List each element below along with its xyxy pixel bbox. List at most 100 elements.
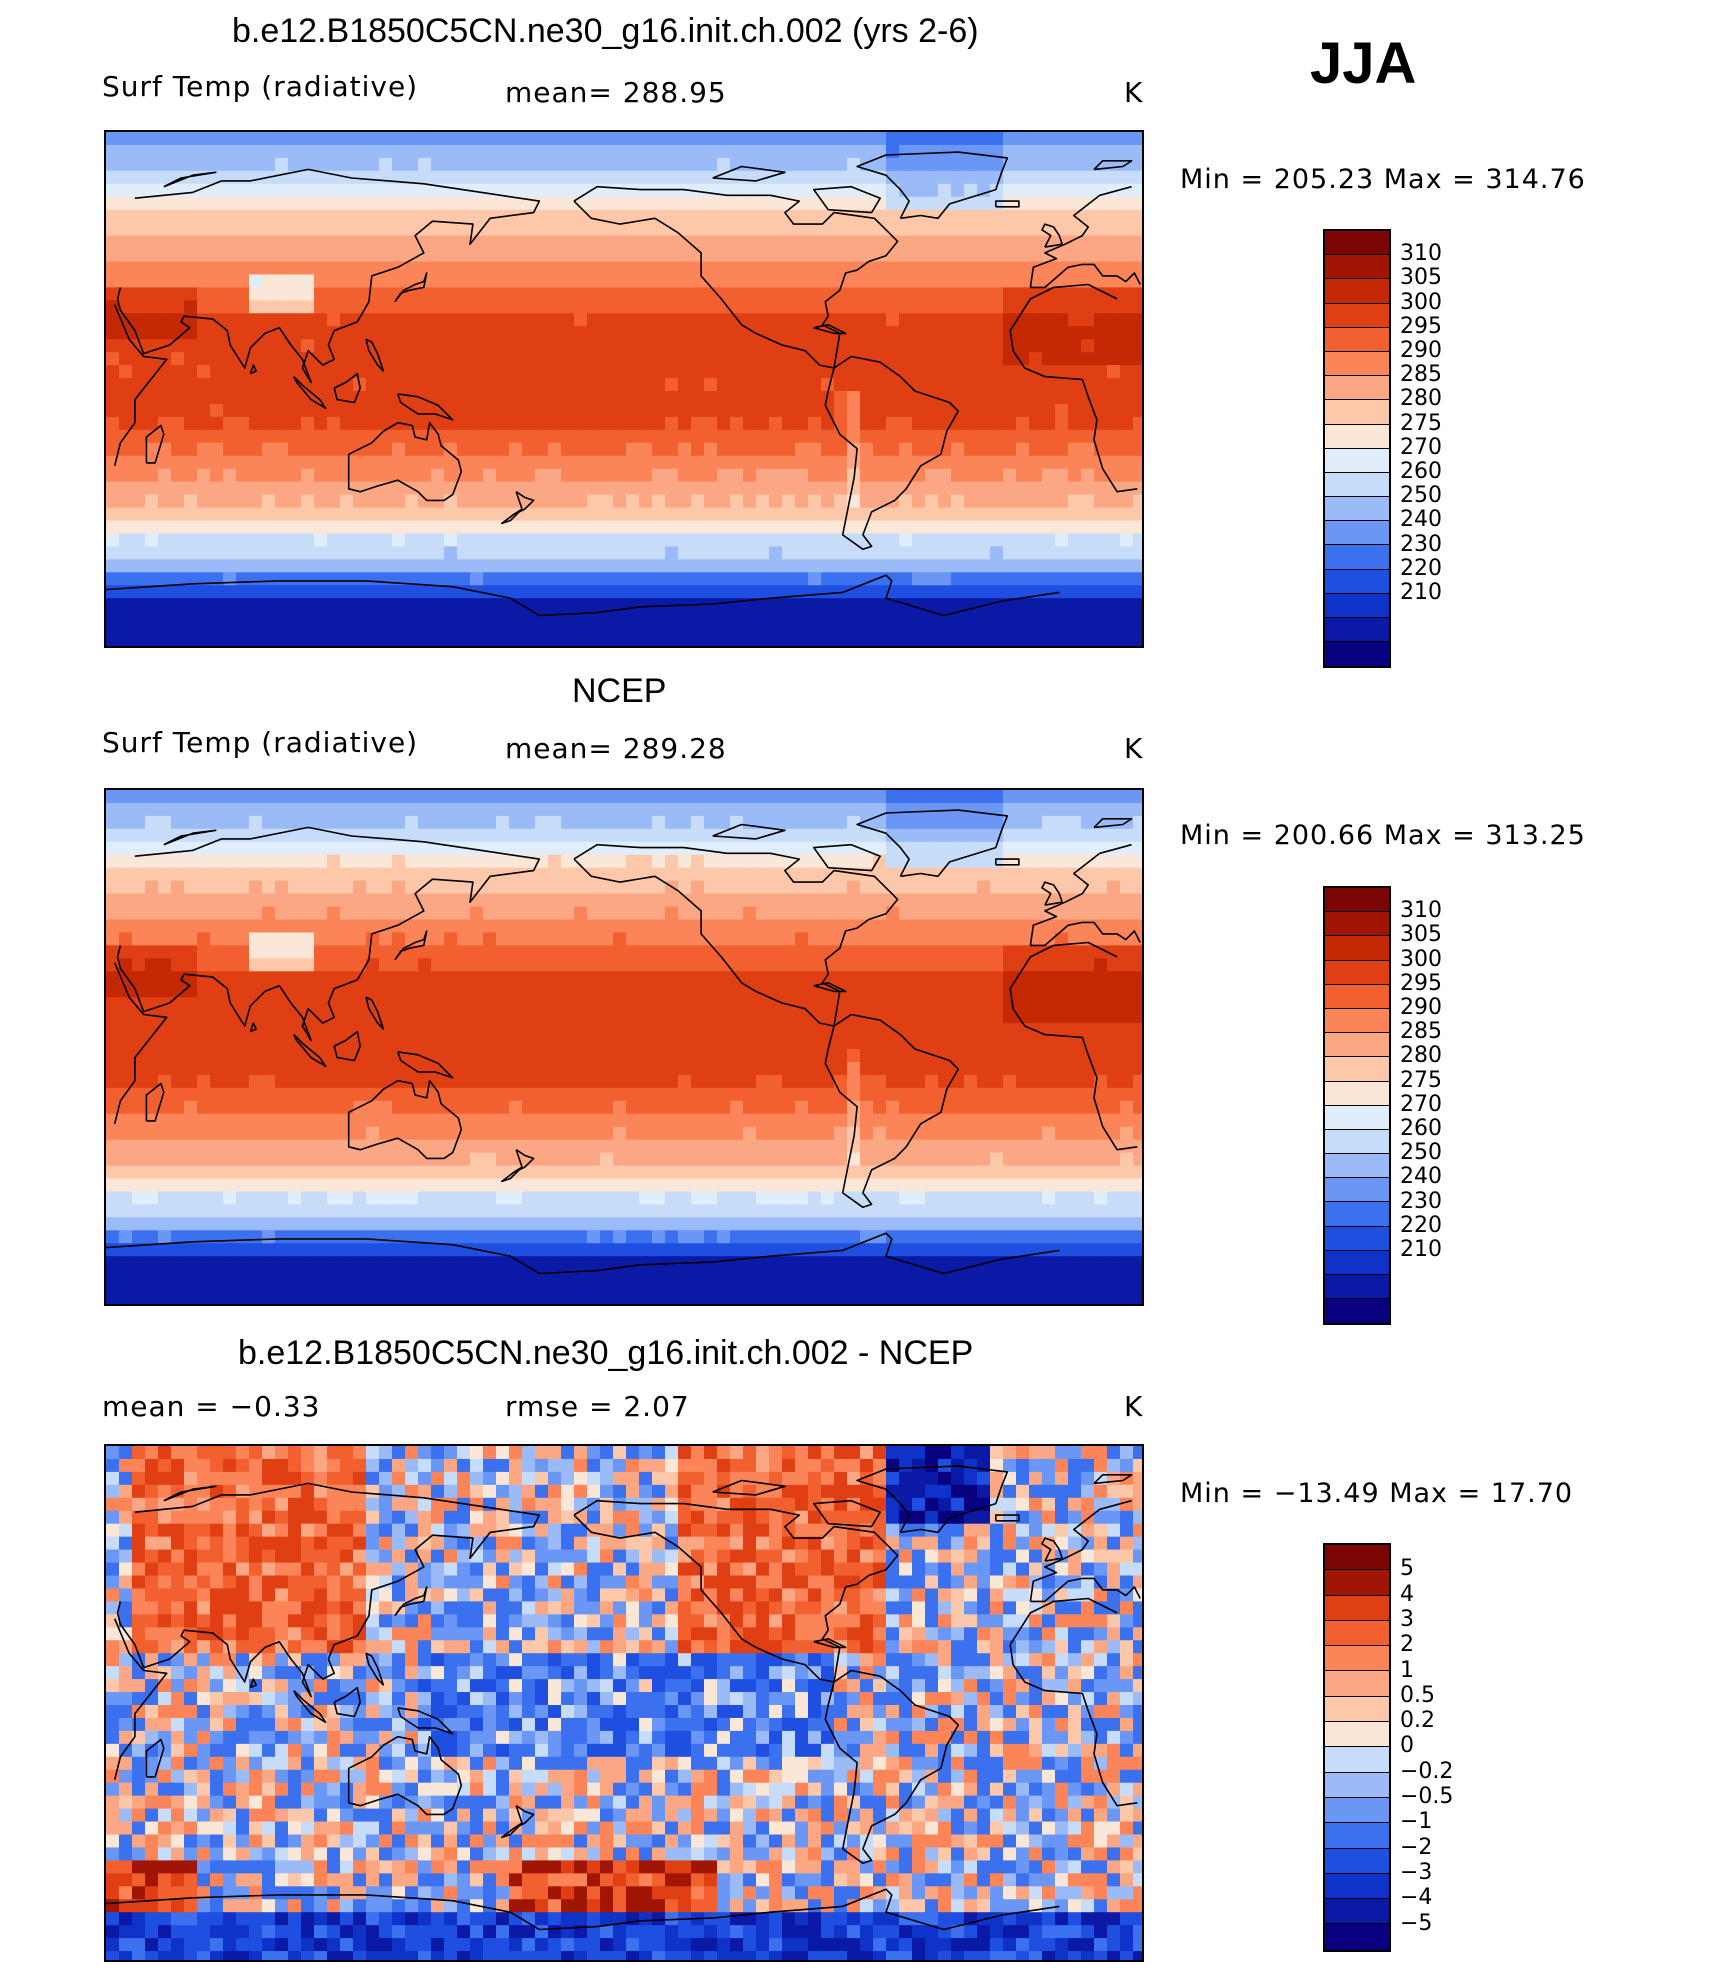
field-cell xyxy=(808,365,822,379)
field-cell xyxy=(366,906,380,921)
field-cell xyxy=(106,416,120,431)
field-cell xyxy=(444,378,458,392)
field-cell xyxy=(262,132,276,146)
field-cell xyxy=(418,546,432,560)
field-cell xyxy=(821,300,835,314)
field-cell xyxy=(834,378,848,392)
field-cell xyxy=(717,144,731,159)
field-cell xyxy=(847,209,861,224)
field-cell xyxy=(314,945,328,959)
field-cell xyxy=(639,222,653,237)
field-cell xyxy=(951,339,965,353)
field-cell xyxy=(444,572,458,586)
field-cell xyxy=(379,391,393,405)
field-cell xyxy=(327,455,341,470)
field-cell xyxy=(509,572,523,586)
field-cell xyxy=(522,365,536,379)
field-cell xyxy=(938,1010,952,1024)
field-cell xyxy=(340,416,354,431)
field-cell xyxy=(626,468,640,483)
field-cell xyxy=(951,572,965,586)
field-cell xyxy=(431,222,445,237)
field-cell xyxy=(483,520,497,535)
field-cell xyxy=(769,1023,783,1037)
field-cell xyxy=(821,222,835,237)
field-cell xyxy=(470,455,484,470)
field-cell xyxy=(132,170,146,185)
field-cell xyxy=(1055,183,1069,198)
field-cell xyxy=(314,520,328,535)
field-cell xyxy=(561,624,575,638)
field-cell xyxy=(873,429,887,444)
field-cell xyxy=(1068,1036,1082,1050)
field-cell xyxy=(678,828,692,843)
field-cell xyxy=(951,183,965,198)
field-cell xyxy=(938,790,952,804)
field-cell xyxy=(496,893,510,908)
field-cell xyxy=(782,429,796,444)
field-cell xyxy=(1042,828,1056,843)
field-cell xyxy=(535,429,549,444)
field-cell xyxy=(1133,585,1142,599)
field-cell xyxy=(899,945,913,959)
field-cell xyxy=(626,378,640,392)
field-cell xyxy=(964,507,978,522)
field-cell xyxy=(1042,339,1056,353)
field-cell xyxy=(912,546,926,560)
field-cell xyxy=(587,841,601,856)
field-cell xyxy=(730,132,744,146)
field-cell xyxy=(652,1023,666,1037)
field-cell xyxy=(535,637,549,646)
field-cell xyxy=(743,365,757,379)
field-cell xyxy=(405,828,419,843)
field-cell xyxy=(665,637,679,646)
field-cell xyxy=(470,507,484,522)
field-cell xyxy=(990,287,1004,301)
field-cell xyxy=(1068,326,1082,340)
field-cell xyxy=(1081,313,1095,327)
field-cell xyxy=(678,958,692,972)
field-cell xyxy=(899,1023,913,1037)
field-cell xyxy=(665,416,679,431)
field-cell xyxy=(444,300,458,314)
field-cell xyxy=(613,815,627,830)
field-cell xyxy=(717,520,731,535)
field-cell xyxy=(262,326,276,340)
field-cell xyxy=(808,520,822,535)
field-cell xyxy=(418,790,432,804)
field-cell xyxy=(1016,585,1030,599)
field-cell xyxy=(236,958,250,972)
field-cell xyxy=(1016,144,1030,159)
field-cell xyxy=(704,494,718,509)
field-cell xyxy=(769,854,783,869)
field-cell xyxy=(730,611,744,625)
field-cell xyxy=(860,416,874,431)
field-cell xyxy=(301,624,315,638)
field-cell xyxy=(769,611,783,625)
field-cell xyxy=(860,572,874,586)
field-cell xyxy=(366,984,380,998)
field-cell xyxy=(132,507,146,522)
field-cell xyxy=(613,507,627,522)
field-cell xyxy=(379,403,393,418)
field-cell xyxy=(990,624,1004,638)
field-cell xyxy=(886,261,900,276)
field-cell xyxy=(756,481,770,496)
field-cell xyxy=(704,339,718,353)
field-cell xyxy=(626,442,640,457)
field-cell xyxy=(249,507,263,522)
field-cell xyxy=(730,235,744,250)
field-cell xyxy=(1081,442,1095,457)
field-cell xyxy=(431,365,445,379)
field-cell xyxy=(860,196,874,211)
field-cell xyxy=(626,533,640,547)
field-cell xyxy=(1016,468,1030,483)
field-cell xyxy=(470,300,484,314)
field-cell xyxy=(145,971,159,985)
field-cell xyxy=(847,598,861,612)
field-cell xyxy=(1094,520,1108,535)
field-cell xyxy=(587,1023,601,1037)
field-cell xyxy=(743,828,757,843)
field-cell xyxy=(821,183,835,198)
field-cell xyxy=(1029,507,1043,522)
